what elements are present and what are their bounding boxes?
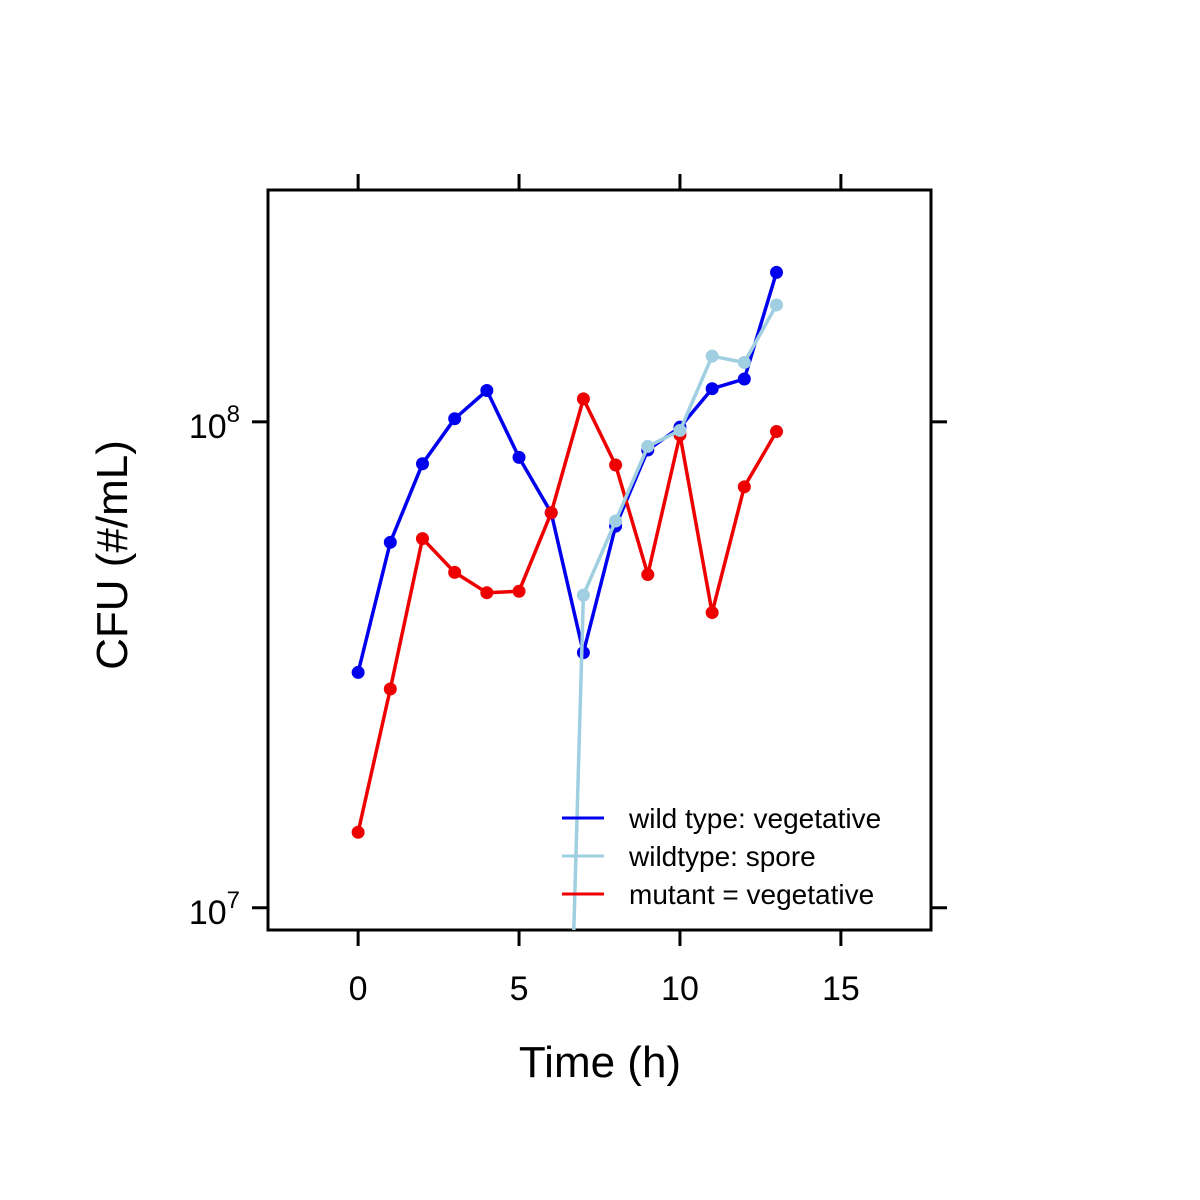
axis-ticks: 0 5 10 15 107 108 (189, 174, 947, 1008)
data-point (351, 665, 365, 679)
data-point (737, 480, 751, 494)
x-tick-label: 0 (349, 970, 368, 1008)
plot-frame (266, 188, 933, 932)
legend-item: wild type: vegetative (562, 803, 881, 834)
data-point (448, 412, 462, 426)
legend-item: mutant = vegetative (562, 879, 874, 910)
data-point (415, 457, 429, 471)
data-point (576, 392, 590, 406)
data-point (480, 384, 494, 398)
legend: wild type: vegetative wildtype: spore muta… (562, 803, 881, 910)
data-point (576, 588, 590, 602)
y-tick-label: 107 (189, 887, 240, 932)
data-point (383, 682, 397, 696)
data-point (770, 298, 784, 312)
legend-label: mutant = vegetative (629, 879, 874, 910)
x-tick-label: 5 (510, 970, 529, 1008)
x-axis-label: Time (h) (519, 1038, 681, 1087)
data-point (737, 355, 751, 369)
data-point (641, 568, 655, 582)
data-point (705, 349, 719, 363)
data-point (448, 565, 462, 579)
data-point (705, 382, 719, 396)
legend-label: wildtype: spore (628, 841, 816, 872)
data-point (512, 450, 526, 464)
data-point (609, 458, 623, 472)
series-line (356, 397, 779, 833)
series-line (356, 271, 779, 673)
x-tick-label: 10 (661, 970, 699, 1008)
data-point (770, 265, 784, 279)
y-tick-label: 108 (189, 401, 240, 446)
data-point (673, 423, 687, 437)
data-point (609, 514, 623, 528)
legend-item: wildtype: spore (562, 841, 816, 872)
data-point (415, 532, 429, 546)
series-line (572, 304, 779, 930)
y-axis-label: CFU (#/mL) (88, 440, 137, 670)
series-layer (351, 265, 784, 930)
data-point (705, 606, 719, 620)
series-wild-type-vegetative (351, 265, 784, 679)
data-point (512, 584, 526, 598)
data-point (641, 439, 655, 453)
legend-label: wild type: vegetative (628, 803, 881, 834)
data-point (544, 506, 558, 520)
series-mutant-vegetative (351, 392, 784, 839)
x-tick-label: 15 (822, 970, 860, 1008)
data-point (770, 425, 784, 439)
series-wildtype-spore (572, 298, 784, 930)
data-point (383, 535, 397, 549)
data-point (351, 825, 365, 839)
data-point (737, 372, 751, 386)
data-point (480, 586, 494, 600)
